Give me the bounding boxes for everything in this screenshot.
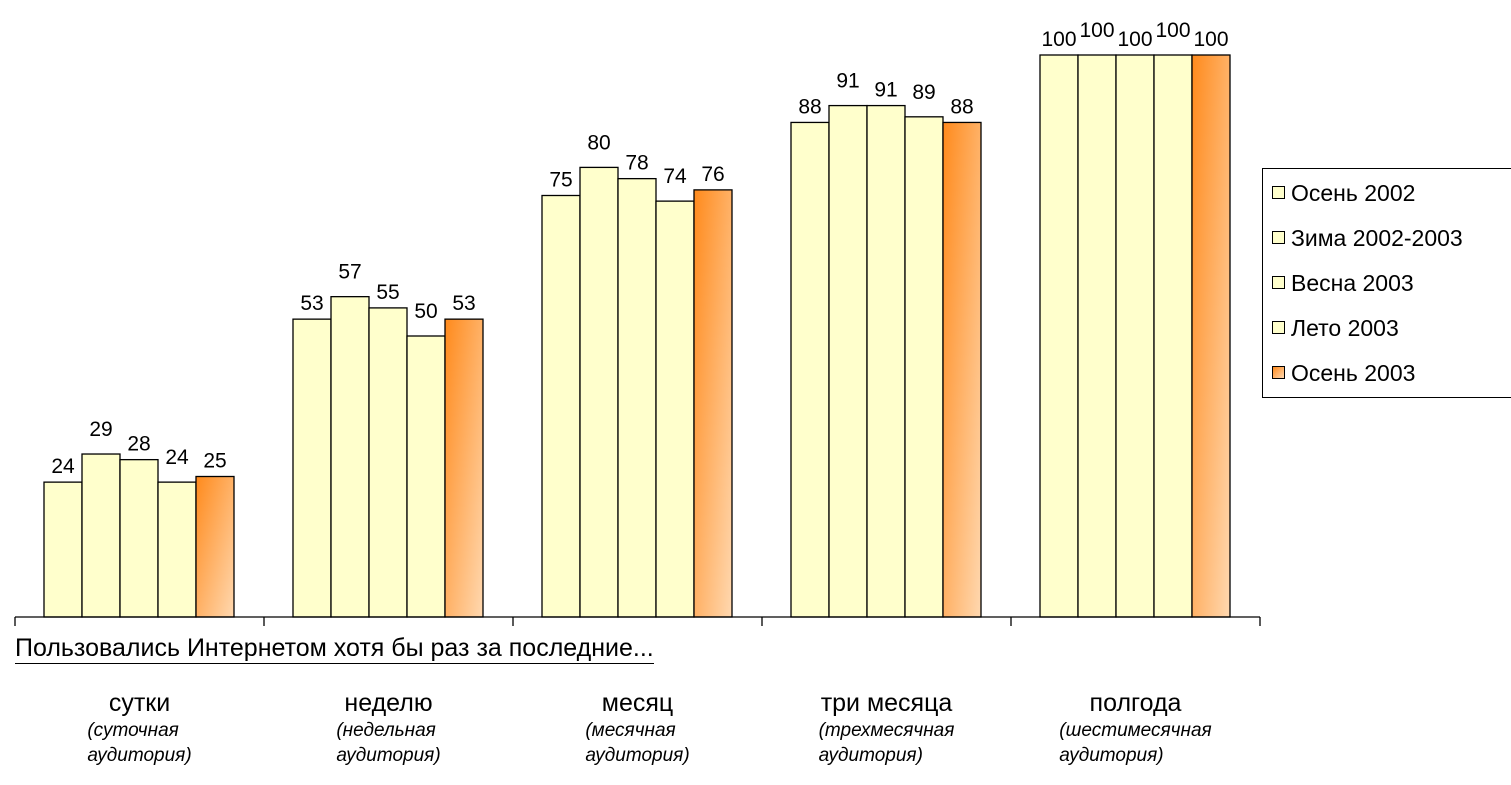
legend-item-winter-2002-2003: Зима 2002-2003	[1272, 224, 1463, 252]
category-label: три месяца (трехмесячная аудитория)	[762, 688, 1012, 768]
category-name: месяц	[601, 689, 674, 717]
data-label: 24	[165, 446, 189, 469]
category-subtitle: (суточная аудитория)	[87, 718, 191, 768]
category-label: неделю (недельная аудитория)	[264, 688, 514, 768]
category-subtitle: (месячная аудитория)	[585, 718, 689, 768]
data-label: 29	[89, 418, 112, 441]
data-label: 80	[587, 131, 610, 154]
data-label: 91	[874, 79, 897, 102]
bar-3-0	[790, 121, 830, 618]
category-name: три месяца	[820, 689, 953, 717]
bar-1-3	[406, 335, 446, 618]
data-label: 50	[414, 300, 437, 323]
data-label: 55	[376, 281, 399, 304]
legend-item-summer-2003: Лето 2003	[1272, 314, 1399, 342]
data-label: 100	[1041, 28, 1076, 51]
data-label: 75	[549, 169, 572, 192]
data-label: 53	[300, 292, 323, 315]
data-label: 78	[625, 152, 648, 175]
bar-4-1	[1077, 54, 1117, 618]
legend-label: Зима 2002-2003	[1291, 225, 1463, 251]
bar-1-4	[444, 318, 484, 618]
legend-item-autumn-2002: Осень 2002	[1272, 179, 1415, 207]
legend-swatch	[1272, 231, 1285, 244]
bar-2-1	[579, 166, 619, 618]
legend: Осень 2002 Зима 2002-2003 Весна 2003 Лет…	[1262, 168, 1511, 398]
bar-4-2	[1115, 54, 1155, 618]
category-subtitle-line: аудитория)	[1059, 745, 1164, 766]
bar-4-3	[1153, 54, 1193, 618]
category-name: полгода	[1089, 689, 1182, 717]
bar-0-3	[157, 481, 197, 618]
data-label: 25	[203, 450, 226, 473]
bar-2-0	[541, 194, 581, 618]
category-name: неделю	[344, 689, 433, 717]
bar-4-0	[1039, 54, 1079, 618]
legend-item-autumn-2003: Осень 2003	[1272, 359, 1415, 387]
category-subtitle-line: (шестимесячная	[1059, 720, 1212, 741]
data-label: 89	[912, 81, 935, 104]
bar-0-0	[43, 481, 83, 618]
category-subtitle-line: аудитория)	[87, 745, 192, 766]
bar-3-3	[904, 116, 944, 618]
data-label: 74	[663, 165, 687, 188]
legend-swatch	[1272, 366, 1285, 379]
category-subtitle-line: аудитория)	[336, 745, 441, 766]
legend-label: Осень 2003	[1291, 360, 1416, 386]
category-subtitle: (недельная аудитория)	[336, 718, 440, 768]
data-label: 88	[950, 95, 973, 118]
data-label: 28	[127, 433, 150, 456]
bar-0-2	[119, 458, 159, 618]
category-name: сутки	[108, 689, 171, 717]
data-label: 76	[701, 163, 724, 186]
category-subtitle-line: (месячная	[585, 720, 676, 741]
bar-1-2	[368, 307, 408, 618]
legend-item-spring-2003: Весна 2003	[1272, 269, 1414, 297]
category-label: полгода (шестимесячная аудитория)	[1011, 688, 1261, 768]
legend-label: Весна 2003	[1291, 270, 1414, 296]
category-subtitle-line: аудитория)	[585, 745, 690, 766]
bar-1-1	[330, 296, 370, 618]
category-label: сутки (суточная аудитория)	[15, 688, 265, 768]
legend-label: Осень 2002	[1291, 180, 1416, 206]
bar-3-4	[942, 121, 982, 618]
x-axis-title: Пользовались Интернетом хотя бы раз за п…	[15, 634, 654, 664]
data-label: 100	[1079, 19, 1114, 42]
data-label: 88	[798, 95, 821, 118]
category-subtitle: (шестимесячная аудитория)	[1059, 718, 1211, 768]
bar-3-2	[866, 104, 906, 618]
bar-3-1	[828, 104, 868, 618]
data-label: 53	[452, 292, 475, 315]
bar-0-4	[195, 475, 235, 618]
category-label: месяц (месячная аудитория)	[513, 688, 763, 768]
legend-swatch	[1272, 276, 1285, 289]
data-label: 100	[1117, 28, 1152, 51]
data-label: 24	[51, 455, 75, 478]
data-label: 91	[836, 70, 859, 93]
bar-0-1	[81, 453, 121, 618]
category-subtitle-line: аудитория)	[818, 745, 923, 766]
category-subtitle: (трехмесячная аудитория)	[819, 718, 955, 768]
data-label: 100	[1155, 19, 1190, 42]
category-subtitle-line: (суточная	[87, 720, 179, 741]
legend-swatch	[1272, 321, 1285, 334]
category-subtitle-line: (недельная	[336, 720, 436, 741]
bar-2-2	[617, 177, 657, 618]
data-label: 100	[1193, 28, 1228, 51]
category-subtitle-line: (трехмесячная	[818, 720, 955, 741]
bar-2-3	[655, 200, 695, 618]
bar-1-0	[292, 318, 332, 618]
bar-2-4	[693, 189, 733, 618]
legend-label: Лето 2003	[1291, 315, 1399, 341]
legend-swatch	[1272, 186, 1285, 199]
data-label: 57	[338, 261, 361, 284]
bar-4-4	[1191, 54, 1231, 618]
